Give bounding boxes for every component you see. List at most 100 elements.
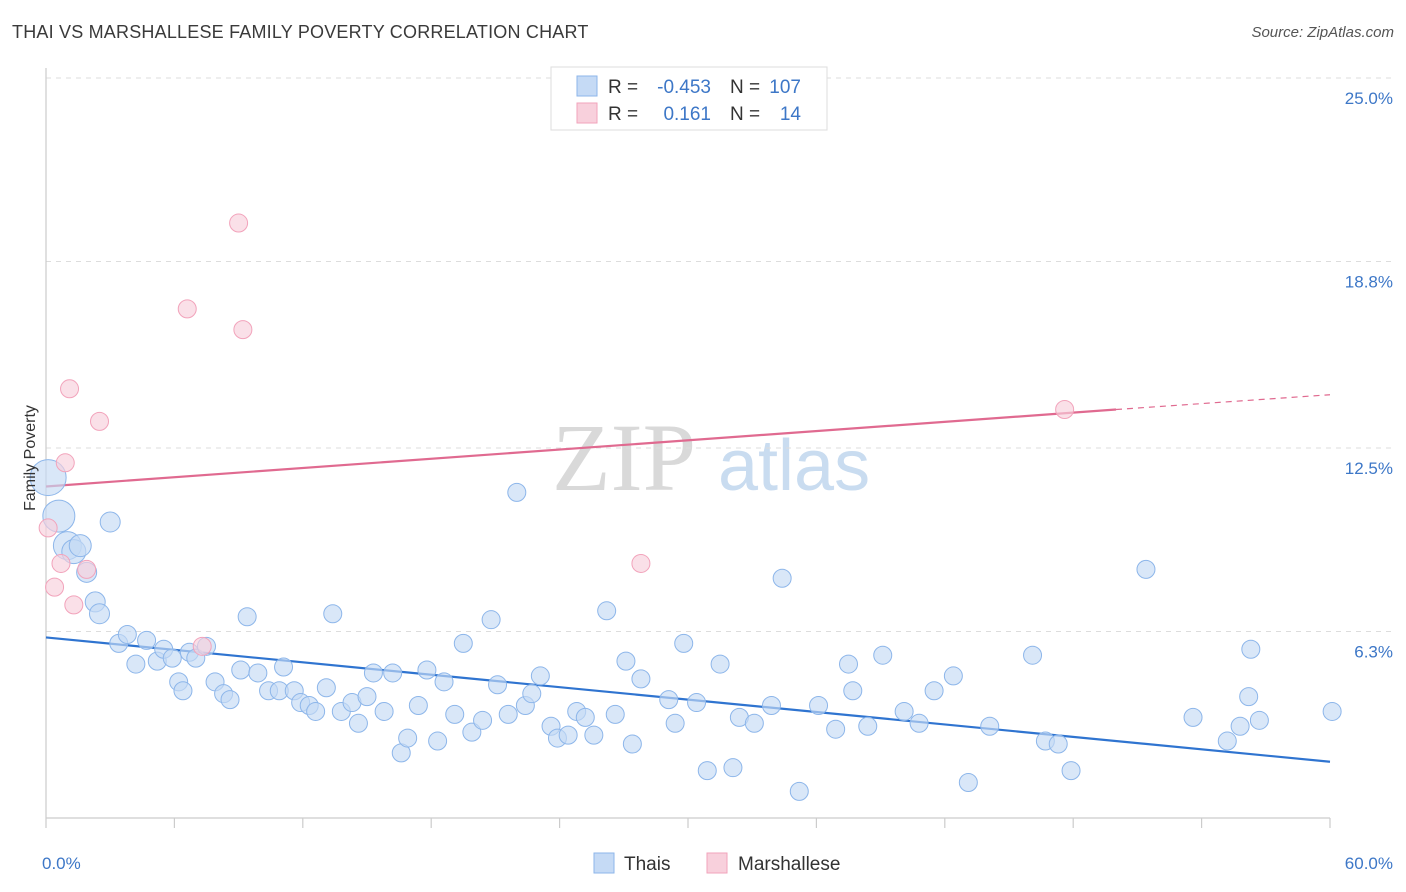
thais-point-105 xyxy=(843,681,863,701)
marshallese-point-2 xyxy=(51,553,71,573)
thais-point-103 xyxy=(1241,639,1261,659)
marshallese-point-3 xyxy=(55,453,75,473)
thais-point-73 xyxy=(674,633,694,653)
legend-r-value-marshallese: 0.161 xyxy=(663,104,711,125)
thais-point-10 xyxy=(117,624,137,644)
thais-point-26 xyxy=(248,663,268,683)
thais-point-59 xyxy=(530,666,550,686)
thais-point-97 xyxy=(1239,687,1259,707)
x-tick-label-1: 60.0% xyxy=(1345,854,1393,873)
bottom-legend-label-thais: Thais xyxy=(624,854,670,875)
marshallese-point-6 xyxy=(77,559,97,579)
thais-point-8 xyxy=(99,511,121,533)
thais-point-29 xyxy=(274,657,294,677)
thais-point-92 xyxy=(958,772,978,792)
thais-point-96 xyxy=(1048,734,1068,754)
source-label: Source: ZipAtlas.com xyxy=(1251,24,1394,41)
thais-point-69 xyxy=(622,734,642,754)
axes xyxy=(45,68,1331,828)
thais-point-38 xyxy=(348,713,368,733)
thais-point-35 xyxy=(323,604,343,624)
thais-point-49 xyxy=(445,704,465,724)
thais-point-79 xyxy=(744,713,764,733)
thais-point-48 xyxy=(434,672,454,692)
bottom-legend-swatch-marshallese xyxy=(706,852,728,874)
y-axis-label: Family Poverty xyxy=(22,405,39,511)
marshallese-point-11 xyxy=(233,320,253,340)
thais-point-12 xyxy=(137,630,157,650)
thais-point-33 xyxy=(306,701,326,721)
thais-point-42 xyxy=(383,663,403,683)
thais-point-34 xyxy=(316,678,336,698)
thais-point-7 xyxy=(89,603,110,625)
thais-point-40 xyxy=(363,663,383,683)
thais-point-64 xyxy=(575,707,595,727)
thais-point-46 xyxy=(417,660,437,680)
thais-point-55 xyxy=(498,704,518,724)
thais-point-101 xyxy=(1217,731,1237,751)
marshallese-point-13 xyxy=(1055,400,1075,420)
legend-r-label-thais: R = xyxy=(608,77,638,98)
thais-point-72 xyxy=(665,713,685,733)
thais-point-54 xyxy=(488,675,508,695)
chart-title: THAI VS MARSHALLESE FAMILY POVERTY CORRE… xyxy=(12,22,589,42)
legend-n-label-marshallese: N = xyxy=(730,104,760,125)
thais-point-58 xyxy=(522,684,542,704)
thais-point-66 xyxy=(597,601,617,621)
thais-point-90 xyxy=(924,681,944,701)
thais-point-15 xyxy=(162,648,182,668)
marshallese-point-12 xyxy=(631,553,651,573)
thais-point-87 xyxy=(873,645,893,665)
marshallese-point-4 xyxy=(60,379,80,399)
legend-n-label-thais: N = xyxy=(730,77,760,98)
legend: R = -0.453 N = 107 R = 0.161 N = 14 xyxy=(550,66,828,131)
thais-point-47 xyxy=(428,731,448,751)
thais-point-62 xyxy=(558,725,578,745)
marshallese-trend-line-extension xyxy=(1115,394,1331,411)
marshallese-point-7 xyxy=(90,411,109,431)
thais-point-52 xyxy=(473,710,493,730)
marshallese-point-5 xyxy=(64,595,84,615)
thais-point-68 xyxy=(616,651,636,671)
thais-point-0 xyxy=(29,459,67,497)
grid-lines xyxy=(46,77,1393,633)
thais-point-24 xyxy=(231,660,251,680)
thais-point-53 xyxy=(481,610,501,630)
thais-point-75 xyxy=(697,761,717,781)
thais-point-71 xyxy=(659,690,679,710)
thais-point-51 xyxy=(462,722,482,742)
thais-point-74 xyxy=(687,693,707,713)
thais-point-100 xyxy=(1183,707,1203,727)
marshallese-point-8 xyxy=(177,299,197,319)
thais-point-99 xyxy=(1136,559,1156,579)
thais-point-23 xyxy=(220,690,240,710)
marshallese-point-9 xyxy=(192,636,212,656)
thais-point-70 xyxy=(631,669,651,689)
watermark: ZIP atlas xyxy=(552,404,870,511)
thais-point-56 xyxy=(507,482,527,502)
thais-point-25 xyxy=(237,607,257,627)
thais-point-89 xyxy=(909,713,929,733)
marshallese-trend-line xyxy=(45,408,1117,488)
marshallese-point-0 xyxy=(38,518,58,538)
thais-point-98 xyxy=(1322,701,1342,721)
y-tick-label-1: 12.5% xyxy=(1345,459,1393,478)
legend-r-label-marshallese: R = xyxy=(608,104,638,125)
legend-n-value-thais: 107 xyxy=(769,77,801,98)
bottom-legend: Thais Marshallese xyxy=(593,852,840,875)
thais-point-41 xyxy=(374,701,394,721)
thais-point-77 xyxy=(723,758,743,778)
thais-point-44 xyxy=(398,728,418,748)
thais-point-81 xyxy=(772,568,792,588)
bottom-legend-swatch-thais xyxy=(593,852,615,874)
thais-point-11 xyxy=(126,654,146,674)
thais-point-86 xyxy=(858,716,878,736)
thais-point-83 xyxy=(809,696,829,716)
marshallese-point-10 xyxy=(229,213,249,233)
tick-labels: 6.3% 12.5% 18.8% 25.0% 0.0% 60.0% xyxy=(42,89,1393,873)
watermark-atlas: atlas xyxy=(718,426,870,506)
thais-point-67 xyxy=(605,704,625,724)
data-points xyxy=(29,213,1342,801)
marshallese-point-1 xyxy=(45,577,65,597)
thais-point-82 xyxy=(789,781,809,801)
